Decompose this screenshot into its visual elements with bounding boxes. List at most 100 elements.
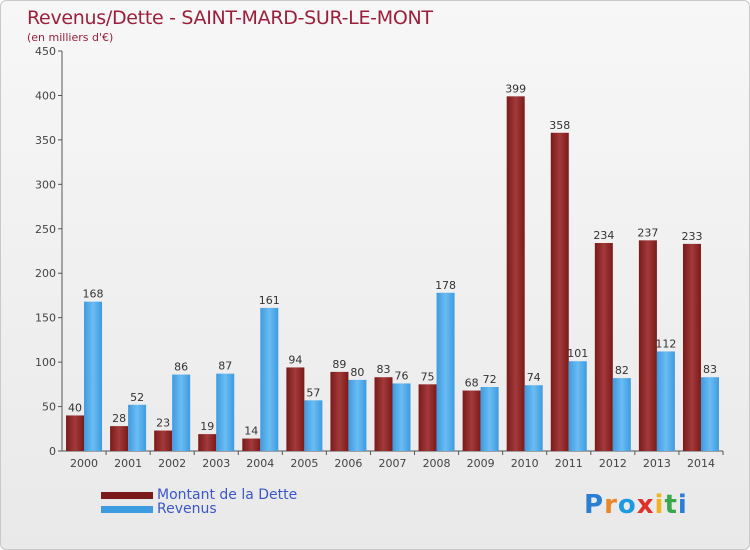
logo-letter: x bbox=[636, 490, 655, 520]
legend-item-revenus: Revenus bbox=[101, 501, 217, 517]
data-label-revenus: 86 bbox=[174, 361, 188, 374]
data-label-dette: 83 bbox=[377, 363, 391, 376]
bar-revenus bbox=[304, 400, 323, 451]
data-label-dette: 94 bbox=[288, 353, 302, 366]
x-tick-label: 2009 bbox=[467, 457, 495, 470]
data-label-dette: 234 bbox=[593, 229, 614, 242]
bar-dette bbox=[242, 438, 261, 451]
data-label-dette: 23 bbox=[156, 417, 170, 430]
data-label-revenus: 72 bbox=[483, 373, 497, 386]
bar-dette bbox=[550, 132, 569, 451]
data-label-revenus: 168 bbox=[83, 288, 104, 301]
y-tick-label: 150 bbox=[35, 312, 56, 325]
x-tick-label: 2011 bbox=[555, 457, 583, 470]
data-label-dette: 233 bbox=[681, 230, 702, 243]
data-label-revenus: 178 bbox=[435, 279, 456, 292]
x-tick-label: 2010 bbox=[511, 457, 539, 470]
legend-swatch-revenus bbox=[101, 505, 153, 513]
data-label-dette: 28 bbox=[112, 412, 126, 425]
x-tick-label: 2006 bbox=[334, 457, 362, 470]
legend-swatch-dette bbox=[101, 491, 153, 499]
chart-subtitle: (en milliers d'€) bbox=[27, 31, 114, 44]
bar-revenus bbox=[172, 374, 191, 451]
x-tick-label: 2008 bbox=[423, 457, 451, 470]
bar-revenus bbox=[568, 361, 587, 451]
bar-revenus bbox=[128, 404, 147, 451]
y-tick-label: 50 bbox=[42, 401, 56, 414]
logo-letter: i bbox=[654, 490, 665, 520]
y-tick-label: 350 bbox=[35, 134, 56, 147]
x-tick-label: 2000 bbox=[70, 457, 98, 470]
data-label-revenus: 161 bbox=[259, 294, 280, 307]
logo-letter: o bbox=[617, 490, 637, 520]
bar-dette bbox=[594, 243, 613, 451]
chart-title: Revenus/Dette - SAINT-MARD-SUR-LE-MONT bbox=[27, 7, 433, 29]
y-tick-label: 100 bbox=[35, 356, 56, 369]
bar-revenus bbox=[392, 383, 411, 451]
data-label-dette: 399 bbox=[505, 82, 526, 95]
data-label-revenus: 74 bbox=[527, 371, 541, 384]
x-tick-label: 2012 bbox=[599, 457, 627, 470]
data-label-dette: 358 bbox=[549, 119, 570, 132]
proxiti-logo: Proxiti bbox=[584, 490, 688, 520]
bar-revenus bbox=[480, 387, 499, 451]
data-label-dette: 75 bbox=[421, 370, 435, 383]
data-label-dette: 19 bbox=[200, 420, 214, 433]
x-tick-label: 2002 bbox=[158, 457, 186, 470]
y-tick-label: 200 bbox=[35, 267, 56, 280]
x-tick-label: 2001 bbox=[114, 457, 142, 470]
bar-dette bbox=[66, 415, 85, 451]
x-tick-label: 2004 bbox=[246, 457, 274, 470]
x-tick-label: 2003 bbox=[202, 457, 230, 470]
bar-dette bbox=[286, 367, 305, 451]
bar-dette bbox=[198, 434, 217, 451]
bar-dette bbox=[682, 243, 701, 451]
y-tick-label: 400 bbox=[35, 89, 56, 102]
data-label-dette: 68 bbox=[465, 377, 479, 390]
logo-letter: r bbox=[604, 490, 618, 520]
data-label-revenus: 101 bbox=[567, 347, 588, 360]
legend-item-dette: Montant de la Dette bbox=[101, 487, 297, 503]
y-tick-label: 0 bbox=[49, 445, 56, 458]
x-tick-label: 2005 bbox=[290, 457, 318, 470]
legend-label-dette: Montant de la Dette bbox=[157, 487, 298, 503]
data-label-revenus: 57 bbox=[306, 386, 320, 399]
data-label-dette: 14 bbox=[244, 425, 258, 438]
data-label-revenus: 76 bbox=[395, 369, 409, 382]
x-tick-label: 2014 bbox=[687, 457, 715, 470]
data-label-dette: 89 bbox=[332, 358, 346, 371]
bar-revenus bbox=[216, 373, 235, 451]
bar-dette bbox=[506, 96, 525, 451]
bar-revenus bbox=[524, 385, 543, 451]
x-tick-label: 2007 bbox=[379, 457, 407, 470]
data-label-revenus: 83 bbox=[703, 363, 717, 376]
bar-revenus bbox=[612, 378, 631, 451]
logo-letter: i bbox=[677, 490, 688, 520]
bar-dette bbox=[374, 377, 393, 451]
data-label-revenus: 52 bbox=[130, 391, 144, 404]
bar-revenus bbox=[348, 379, 367, 451]
y-tick-label: 300 bbox=[35, 178, 56, 191]
y-tick-label: 250 bbox=[35, 223, 56, 236]
data-label-revenus: 112 bbox=[655, 337, 676, 350]
data-label-dette: 40 bbox=[68, 401, 82, 414]
bar-dette bbox=[110, 426, 129, 451]
bar-revenus bbox=[260, 307, 279, 451]
bar-revenus bbox=[656, 351, 675, 451]
bar-revenus bbox=[700, 377, 719, 451]
bar-dette bbox=[638, 240, 657, 451]
bar-dette bbox=[330, 371, 349, 451]
bar-dette bbox=[418, 384, 437, 451]
bar-dette bbox=[462, 390, 481, 451]
data-label-revenus: 82 bbox=[615, 364, 629, 377]
data-label-dette: 237 bbox=[637, 226, 658, 239]
logo-letter: t bbox=[664, 490, 678, 520]
bar-dette bbox=[154, 430, 173, 451]
y-tick-label: 450 bbox=[35, 45, 56, 58]
data-label-revenus: 87 bbox=[218, 360, 232, 373]
logo-letter: P bbox=[584, 490, 605, 520]
bar-revenus bbox=[436, 292, 455, 451]
data-label-revenus: 80 bbox=[350, 366, 364, 379]
